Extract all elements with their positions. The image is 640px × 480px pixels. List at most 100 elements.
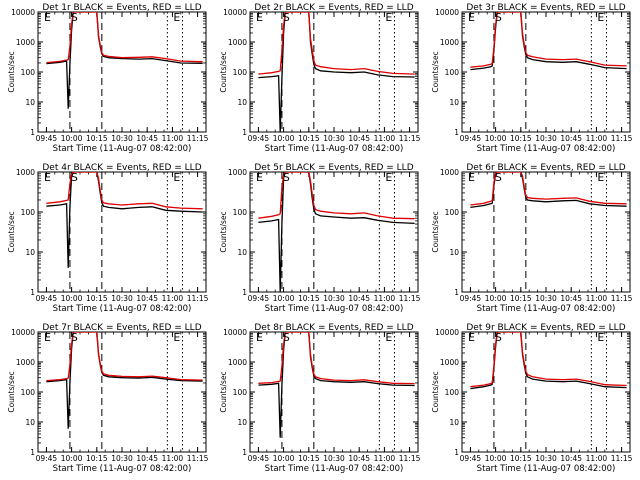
chart-title: Det 6r BLACK = Events, RED = LLD <box>466 163 625 173</box>
y-tick-label: 10 <box>25 418 35 427</box>
x-tick-label: 11:00 <box>374 454 396 463</box>
y-tick-label: 10000 <box>435 8 459 17</box>
phase-marker-S: S <box>283 171 290 184</box>
x-axis-label: Start Time (11-Aug-07 08:42:00) <box>53 144 192 154</box>
y-tick-label: 1000 <box>16 358 35 367</box>
y-tick-label: 100 <box>233 68 248 77</box>
y-axis-label: Counts/sec <box>7 211 16 252</box>
x-tick-label: 10:30 <box>535 294 557 303</box>
x-tick-label: 10:30 <box>535 134 557 143</box>
x-tick-label: 10:45 <box>348 294 370 303</box>
x-tick-label: 10:30 <box>111 134 133 143</box>
chart-title: Det 5r BLACK = Events, RED = LLD <box>254 163 413 173</box>
x-tick-label: 10:30 <box>323 454 345 463</box>
y-tick-label: 1000 <box>440 168 459 177</box>
x-tick-label: 10:15 <box>510 454 532 463</box>
x-tick-label: 11:00 <box>374 134 396 143</box>
x-tick-label: 09:45 <box>36 134 58 143</box>
chart-panel-3: Det 3r BLACK = Events, RED = LLD 1 10 100 10… <box>431 3 633 154</box>
x-axis-label: Start Time (11-Aug-07 08:42:00) <box>477 464 616 474</box>
x-tick-label: 10:00 <box>61 454 83 463</box>
chart-panel-4: Det 4r BLACK = Events, RED = LLD 1 10 100 10… <box>7 163 209 314</box>
plot-frame <box>249 331 419 453</box>
y-axis-label: Counts/sec <box>431 51 440 92</box>
x-tick-label: 10:45 <box>348 454 370 463</box>
y-tick-label: 1 <box>242 288 247 297</box>
x-axis-label: Start Time (11-Aug-07 08:42:00) <box>265 144 404 154</box>
phase-marker-E: E <box>44 171 51 184</box>
lld-series-line <box>46 12 203 64</box>
phase-marker-S: S <box>495 171 502 184</box>
plot-frame <box>249 171 419 293</box>
x-axis-label: Start Time (11-Aug-07 08:42:00) <box>265 464 404 474</box>
y-tick-label: 10000 <box>435 328 459 337</box>
x-tick-label: 11:15 <box>611 294 633 303</box>
y-tick-label: 100 <box>445 388 460 397</box>
chart-panel-8: Det 8r BLACK = Events, RED = LLD 1 10 100 10… <box>219 323 421 474</box>
x-tick-label: 11:15 <box>187 294 209 303</box>
lld-series-line <box>258 172 415 220</box>
x-tick-label: 10:15 <box>510 134 532 143</box>
lld-series-line <box>258 332 415 385</box>
y-tick-label: 1 <box>30 128 35 137</box>
x-tick-label: 10:45 <box>560 294 582 303</box>
phase-marker-S: S <box>495 331 502 344</box>
chart-title: Det 2r BLACK = Events, RED = LLD <box>254 3 413 13</box>
x-tick-label: 11:00 <box>162 134 184 143</box>
chart-panel-2: Det 2r BLACK = Events, RED = LLD 1 10 100 10… <box>219 3 421 154</box>
phase-marker-E: E <box>44 331 51 344</box>
chart-panel-7: Det 7r BLACK = Events, RED = LLD 1 10 100 10… <box>7 323 209 474</box>
x-tick-label: 10:15 <box>298 454 320 463</box>
x-tick-label: 11:15 <box>187 454 209 463</box>
phase-marker-S: S <box>495 11 502 24</box>
x-tick-label: 10:00 <box>273 454 295 463</box>
x-tick-label: 10:15 <box>510 294 532 303</box>
x-tick-label: 10:30 <box>535 454 557 463</box>
lld-series-line <box>470 332 627 388</box>
phase-marker-E: E <box>173 331 180 344</box>
phase-marker-E: E <box>256 11 263 24</box>
lld-series-line <box>46 172 203 210</box>
y-tick-label: 10 <box>449 98 459 107</box>
y-tick-label: 100 <box>233 208 248 217</box>
x-tick-label: 10:45 <box>560 134 582 143</box>
lld-series-line <box>46 332 203 382</box>
x-axis-label: Start Time (11-Aug-07 08:42:00) <box>53 464 192 474</box>
x-tick-label: 09:45 <box>460 134 482 143</box>
x-tick-label: 10:45 <box>136 134 158 143</box>
y-tick-label: 10000 <box>11 328 35 337</box>
x-tick-label: 10:15 <box>86 454 108 463</box>
x-tick-label: 10:00 <box>61 134 83 143</box>
x-tick-label: 10:15 <box>298 294 320 303</box>
y-tick-label: 1000 <box>440 38 459 47</box>
x-axis-label: Start Time (11-Aug-07 08:42:00) <box>477 304 616 314</box>
y-tick-label: 10000 <box>223 8 247 17</box>
x-tick-label: 10:00 <box>485 454 507 463</box>
x-tick-label: 10:30 <box>323 134 345 143</box>
x-tick-label: 11:00 <box>586 454 608 463</box>
y-axis-label: Counts/sec <box>219 51 228 92</box>
y-tick-label: 100 <box>21 68 36 77</box>
y-tick-label: 10 <box>237 248 247 257</box>
x-tick-label: 11:00 <box>374 294 396 303</box>
x-tick-label: 10:45 <box>560 454 582 463</box>
phase-marker-E: E <box>385 331 392 344</box>
y-tick-label: 1 <box>242 448 247 457</box>
plot-frame <box>461 331 631 453</box>
chart-panel-5: Det 5r BLACK = Events, RED = LLD 1 10 100 10… <box>219 163 421 314</box>
y-tick-label: 1000 <box>228 168 247 177</box>
y-tick-label: 10 <box>449 418 459 427</box>
chart-title: Det 3r BLACK = Events, RED = LLD <box>466 3 625 13</box>
x-tick-label: 11:15 <box>399 454 421 463</box>
x-tick-label: 11:15 <box>611 454 633 463</box>
x-tick-label: 10:30 <box>323 294 345 303</box>
phase-marker-E: E <box>256 171 263 184</box>
x-axis-label: Start Time (11-Aug-07 08:42:00) <box>53 304 192 314</box>
phase-marker-E: E <box>597 11 604 24</box>
plot-frame <box>37 171 207 293</box>
x-tick-label: 09:45 <box>248 294 270 303</box>
x-tick-label: 11:00 <box>162 294 184 303</box>
y-tick-label: 1000 <box>16 38 35 47</box>
y-tick-label: 100 <box>21 208 36 217</box>
y-tick-label: 100 <box>445 208 460 217</box>
